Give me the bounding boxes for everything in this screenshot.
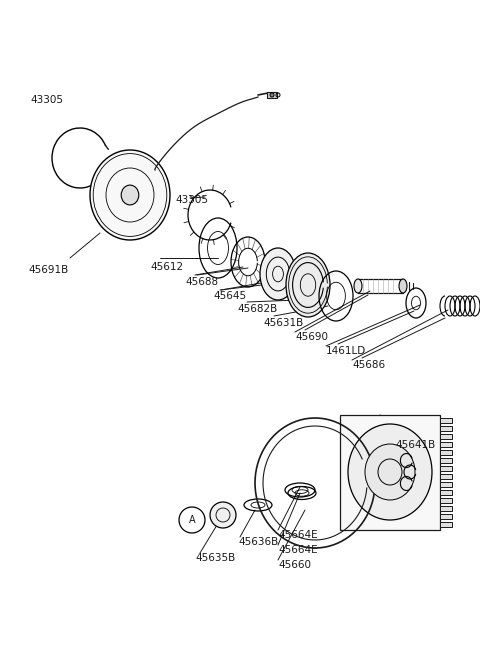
Text: A: A xyxy=(189,515,195,525)
Text: 45645: 45645 xyxy=(213,291,246,301)
Bar xyxy=(440,490,452,495)
Bar xyxy=(440,450,452,455)
Bar xyxy=(440,458,452,463)
Text: 45686: 45686 xyxy=(352,360,385,370)
Text: 43305: 43305 xyxy=(175,195,208,205)
Text: 45690: 45690 xyxy=(295,332,328,342)
Bar xyxy=(440,514,452,519)
Bar xyxy=(440,418,452,423)
Bar xyxy=(440,498,452,503)
Bar xyxy=(440,466,452,471)
Ellipse shape xyxy=(286,253,330,317)
Bar xyxy=(440,506,452,511)
Ellipse shape xyxy=(260,248,296,300)
Bar xyxy=(440,434,452,439)
Text: 45691B: 45691B xyxy=(28,265,68,275)
Text: 45660: 45660 xyxy=(278,560,311,570)
Text: 45635B: 45635B xyxy=(195,553,235,563)
Text: 43305: 43305 xyxy=(30,95,63,105)
Ellipse shape xyxy=(354,279,362,293)
Ellipse shape xyxy=(121,185,139,205)
Bar xyxy=(440,474,452,479)
Text: 45682B: 45682B xyxy=(237,304,277,314)
Text: 1461LD: 1461LD xyxy=(326,346,366,356)
Text: 45688: 45688 xyxy=(185,277,218,287)
Bar xyxy=(440,426,452,431)
Text: 45631B: 45631B xyxy=(263,318,303,328)
Ellipse shape xyxy=(348,424,432,520)
Circle shape xyxy=(210,502,236,528)
Bar xyxy=(440,482,452,487)
Ellipse shape xyxy=(90,150,170,240)
Text: 45636B: 45636B xyxy=(238,537,278,547)
Bar xyxy=(440,442,452,447)
Bar xyxy=(340,415,440,530)
Bar xyxy=(440,522,452,527)
Bar xyxy=(267,92,277,98)
Text: 45641B: 45641B xyxy=(395,440,435,450)
Text: 45664E: 45664E xyxy=(278,545,318,555)
Text: 45612: 45612 xyxy=(150,262,183,272)
Ellipse shape xyxy=(365,444,415,500)
Text: 45664E: 45664E xyxy=(278,530,318,540)
Ellipse shape xyxy=(399,279,407,293)
Circle shape xyxy=(270,93,274,97)
